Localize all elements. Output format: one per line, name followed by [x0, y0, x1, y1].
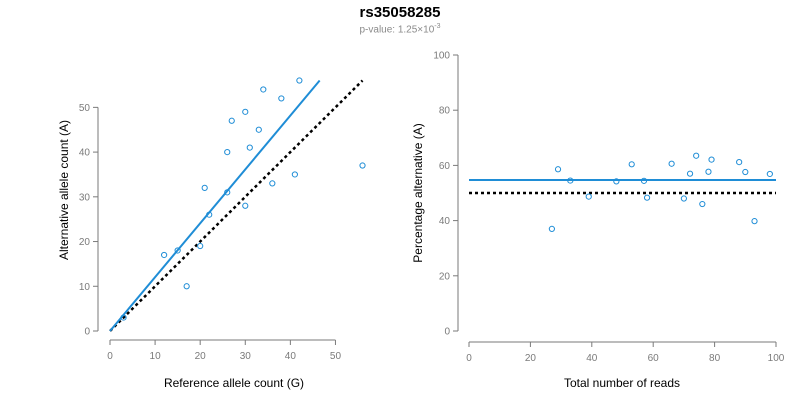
right-y-axis-label: Percentage alternative (A) [411, 123, 425, 262]
p-value-text: p-value: 1.25×10 [359, 24, 435, 36]
right-data-point [742, 168, 749, 176]
left-data-point [255, 126, 262, 133]
right-x-axis-label: Total number of reads [564, 376, 680, 390]
right-data-point [567, 177, 574, 184]
left-scatter-panel: 0 10 20 30 40 50 0 10 20 30 40 50 Reference allele c… [57, 77, 366, 390]
left-data-point [278, 95, 285, 102]
right-y-tick-label: 60 [439, 161, 451, 172]
left-data-point [197, 242, 204, 250]
left-data-point [183, 283, 190, 290]
left-data-point [260, 86, 267, 93]
right-data-point [708, 156, 715, 163]
left-y-tick-label: 20 [79, 237, 91, 248]
left-data-point [246, 144, 253, 151]
left-data-point [296, 77, 303, 84]
right-data-point [640, 177, 648, 184]
left-data-point [359, 162, 366, 169]
right-data-point [643, 194, 651, 201]
right-data-point [628, 161, 635, 168]
left-data-point [224, 189, 231, 196]
left-x-axis-label: Reference allele count (G) [164, 376, 304, 390]
left-x-tick-label: 40 [285, 351, 297, 362]
right-data-point [751, 218, 758, 225]
right-x-tick-label: 40 [586, 353, 598, 364]
right-data-point [680, 195, 688, 202]
left-data-point [161, 251, 168, 259]
left-data-point [228, 117, 235, 124]
right-y-tick-label: 100 [433, 51, 450, 62]
right-data-point [736, 158, 743, 166]
left-y-tick-label: 30 [79, 192, 91, 203]
left-data-point [242, 108, 249, 115]
left-x-tick-label: 10 [150, 351, 162, 362]
right-data-point [699, 200, 706, 208]
left-data-point [201, 184, 208, 191]
left-data-point [269, 180, 276, 187]
left-x-tick-label: 20 [195, 351, 207, 362]
right-x-tick-label: 60 [648, 353, 660, 364]
right-data-point [766, 170, 773, 178]
right-x-tick-label: 0 [466, 353, 472, 364]
left-data-point [291, 171, 298, 178]
right-y-tick-label: 40 [439, 216, 451, 227]
left-x-tick-label: 0 [107, 351, 113, 362]
left-y-tick-label: 50 [79, 103, 91, 114]
right-x-tick-label: 100 [768, 353, 785, 364]
right-scatter-panel: 0 20 40 60 80 100 0 20 40 60 80 100 Total number of … [411, 51, 785, 391]
right-data-point [613, 178, 620, 185]
right-data-point [585, 193, 592, 200]
left-data-point [242, 202, 249, 209]
right-data-point [548, 225, 555, 232]
right-data-point [705, 168, 712, 175]
chart-title: rs35058285 [359, 4, 441, 21]
left-reference-line [109, 79, 364, 332]
right-x-tick-label: 20 [525, 353, 537, 364]
chart-subtitle: p-value: 1.25×10-3 [0, 23, 800, 35]
right-data-point [668, 160, 675, 167]
left-y-axis-label: Alternative allele count (A) [57, 120, 71, 260]
right-y-tick-label: 0 [444, 327, 450, 338]
left-data-point [224, 148, 231, 156]
left-data-point [174, 247, 181, 254]
left-y-tick-label: 40 [79, 148, 91, 159]
left-y-tick-label: 10 [79, 282, 91, 293]
left-fit-line [109, 79, 321, 332]
right-data-point [693, 152, 700, 159]
right-y-tick-label: 80 [439, 106, 451, 117]
right-data-point [686, 170, 694, 177]
left-data-point [120, 314, 127, 321]
right-data-point [554, 166, 562, 173]
left-y-tick-label: 0 [84, 327, 90, 338]
right-x-tick-label: 80 [709, 353, 721, 364]
left-x-tick-label: 30 [240, 351, 252, 362]
p-value-exponent: -3 [434, 23, 441, 30]
left-x-tick-label: 50 [330, 351, 342, 362]
right-y-tick-label: 20 [439, 271, 451, 282]
left-data-point [206, 211, 213, 218]
